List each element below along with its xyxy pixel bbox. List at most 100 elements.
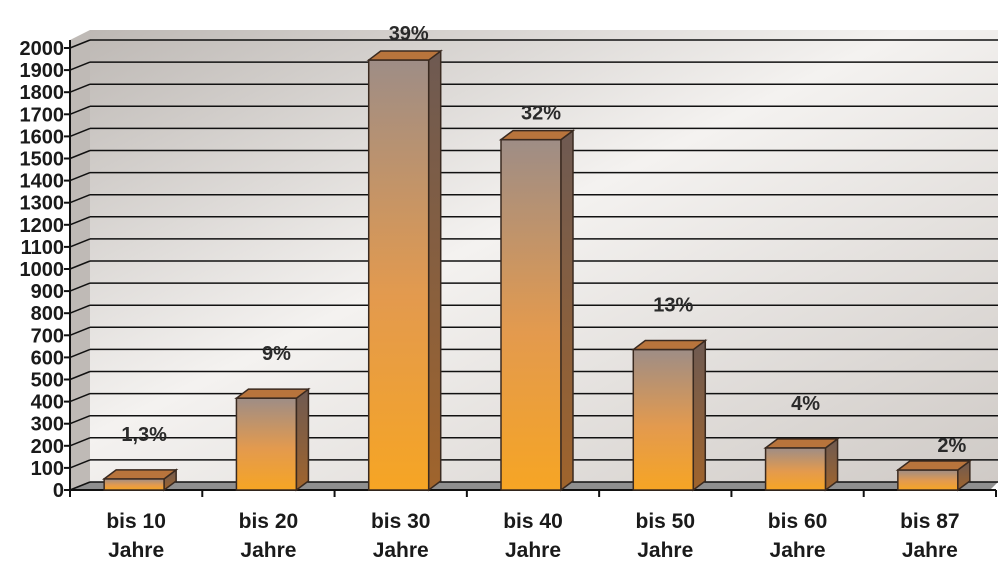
x-tick-label-line: bis 60 (768, 510, 828, 533)
y-tick-label: 1600 (20, 126, 65, 148)
y-tick-label: 400 (31, 392, 64, 414)
gridline-wall (69, 238, 91, 248)
x-tick-label-line: bis 87 (900, 510, 960, 533)
gridline-wall (69, 392, 91, 403)
data-labels: 1,3% 9% 39% 32% 13% 4% 2% (121, 23, 966, 457)
x-tick-label: bis 30 Jahre (371, 510, 431, 562)
gridline-wall (69, 415, 91, 425)
x-tick-label-line: bis 10 (106, 510, 166, 533)
bar-side (560, 129, 574, 492)
x-tick-label-line: bis 40 (503, 510, 563, 533)
data-label: 1,3% (121, 424, 167, 446)
bar-cap (366, 50, 443, 61)
x-tick-label: bis 50 Jahre (636, 510, 696, 562)
gridline-wall (69, 105, 91, 115)
x-tick-label: bis 40 Jahre (503, 510, 563, 562)
data-label: 13% (653, 295, 693, 317)
y-tick-label: 200 (31, 436, 64, 458)
x-tick-label-line: Jahre (373, 539, 429, 562)
x-tick-label: bis 20 Jahre (239, 510, 299, 562)
gridline-wall (69, 370, 91, 381)
x-tick-label-line: bis 30 (371, 510, 431, 533)
y-tick-label: 1200 (20, 215, 65, 237)
bar-front (632, 348, 695, 491)
bar-cap (101, 469, 179, 480)
x-tick-label-line: Jahre (770, 539, 826, 562)
bar (498, 129, 576, 492)
bar-front (500, 138, 562, 491)
gridline-wall (69, 348, 91, 359)
y-tick-label: 800 (31, 303, 64, 325)
x-axis-ticks (69, 490, 997, 497)
y-tick-label: 1000 (20, 259, 65, 281)
x-tick-label-line: bis 50 (636, 510, 696, 533)
bar-side (295, 387, 310, 492)
bar-cap (498, 129, 576, 141)
y-tick-label: 1300 (20, 193, 65, 215)
x-tick-label: bis 10 Jahre (106, 510, 166, 562)
bar (101, 468, 179, 492)
gridline-wall (69, 437, 91, 447)
y-tick-label: 0 (53, 480, 64, 502)
y-tick-label: 1100 (21, 237, 64, 259)
y-tick-label: 1500 (20, 149, 65, 171)
bar-cap (895, 460, 973, 471)
gridline-wall (69, 260, 91, 270)
y-tick-label: 1400 (20, 171, 65, 193)
data-label: 9% (262, 343, 291, 365)
y-tick-label: 700 (31, 325, 64, 347)
data-label: 4% (791, 393, 820, 415)
gridline-wall (69, 61, 91, 71)
bar (895, 459, 973, 492)
gridline-wall (69, 481, 91, 491)
bar (631, 339, 708, 492)
bar (366, 49, 443, 492)
bar-front (367, 59, 430, 491)
x-tick-label-line: bis 20 (239, 510, 299, 533)
y-tick-label: 1800 (20, 82, 65, 104)
x-tick-label-line: Jahre (637, 539, 693, 562)
x-tick-label: bis 87 Jahre (900, 510, 960, 562)
x-tick-label-line: Jahre (240, 539, 296, 562)
bar-cap (631, 339, 708, 351)
x-tick-label-line: Jahre (902, 539, 958, 562)
data-label: 39% (389, 23, 429, 45)
bar-front (764, 447, 827, 491)
y-tick-label: 100 (31, 458, 64, 480)
gridline-wall (69, 282, 91, 292)
y-tick-label: 600 (31, 347, 64, 369)
gridline-wall (69, 194, 91, 204)
gridline-wall (69, 39, 91, 49)
bar-front (897, 469, 959, 491)
bar (763, 437, 840, 492)
gridline-wall (69, 127, 91, 138)
bars (101, 49, 973, 492)
bar-front (103, 478, 165, 491)
gridline-wall (69, 149, 91, 160)
y-tick-label: 1700 (20, 104, 65, 126)
y-tick-label: 2000 (20, 38, 65, 60)
y-tick-label: 300 (31, 414, 64, 436)
x-tick-label-line: Jahre (108, 539, 164, 562)
bar-front (235, 397, 298, 491)
plot-left-wall (70, 30, 90, 490)
x-tick-label: bis 60 Jahre (768, 510, 828, 562)
gridline-wall (69, 304, 91, 314)
gridline-wall (69, 326, 91, 336)
gridline-wall (69, 171, 91, 182)
bar-side (427, 49, 442, 492)
y-tick-label: 900 (31, 281, 64, 303)
x-tick-label-line: Jahre (505, 539, 561, 562)
bar-cap (234, 388, 311, 399)
x-axis-category-labels: bis 10 Jahre bis 20 Jahre bis 30 Jahre bis 40 J… (106, 510, 959, 562)
data-label: 2% (937, 435, 966, 457)
y-tick-label: 1900 (20, 60, 65, 82)
bar (234, 387, 311, 492)
gridline-wall (69, 216, 91, 226)
gridline-wall (69, 459, 91, 469)
y-axis-tick-labels: 0100200300400500600700800900100011001200… (20, 38, 65, 502)
bar-side (692, 339, 707, 492)
y-tick-label: 500 (31, 370, 64, 392)
gridline-wall (69, 83, 91, 93)
